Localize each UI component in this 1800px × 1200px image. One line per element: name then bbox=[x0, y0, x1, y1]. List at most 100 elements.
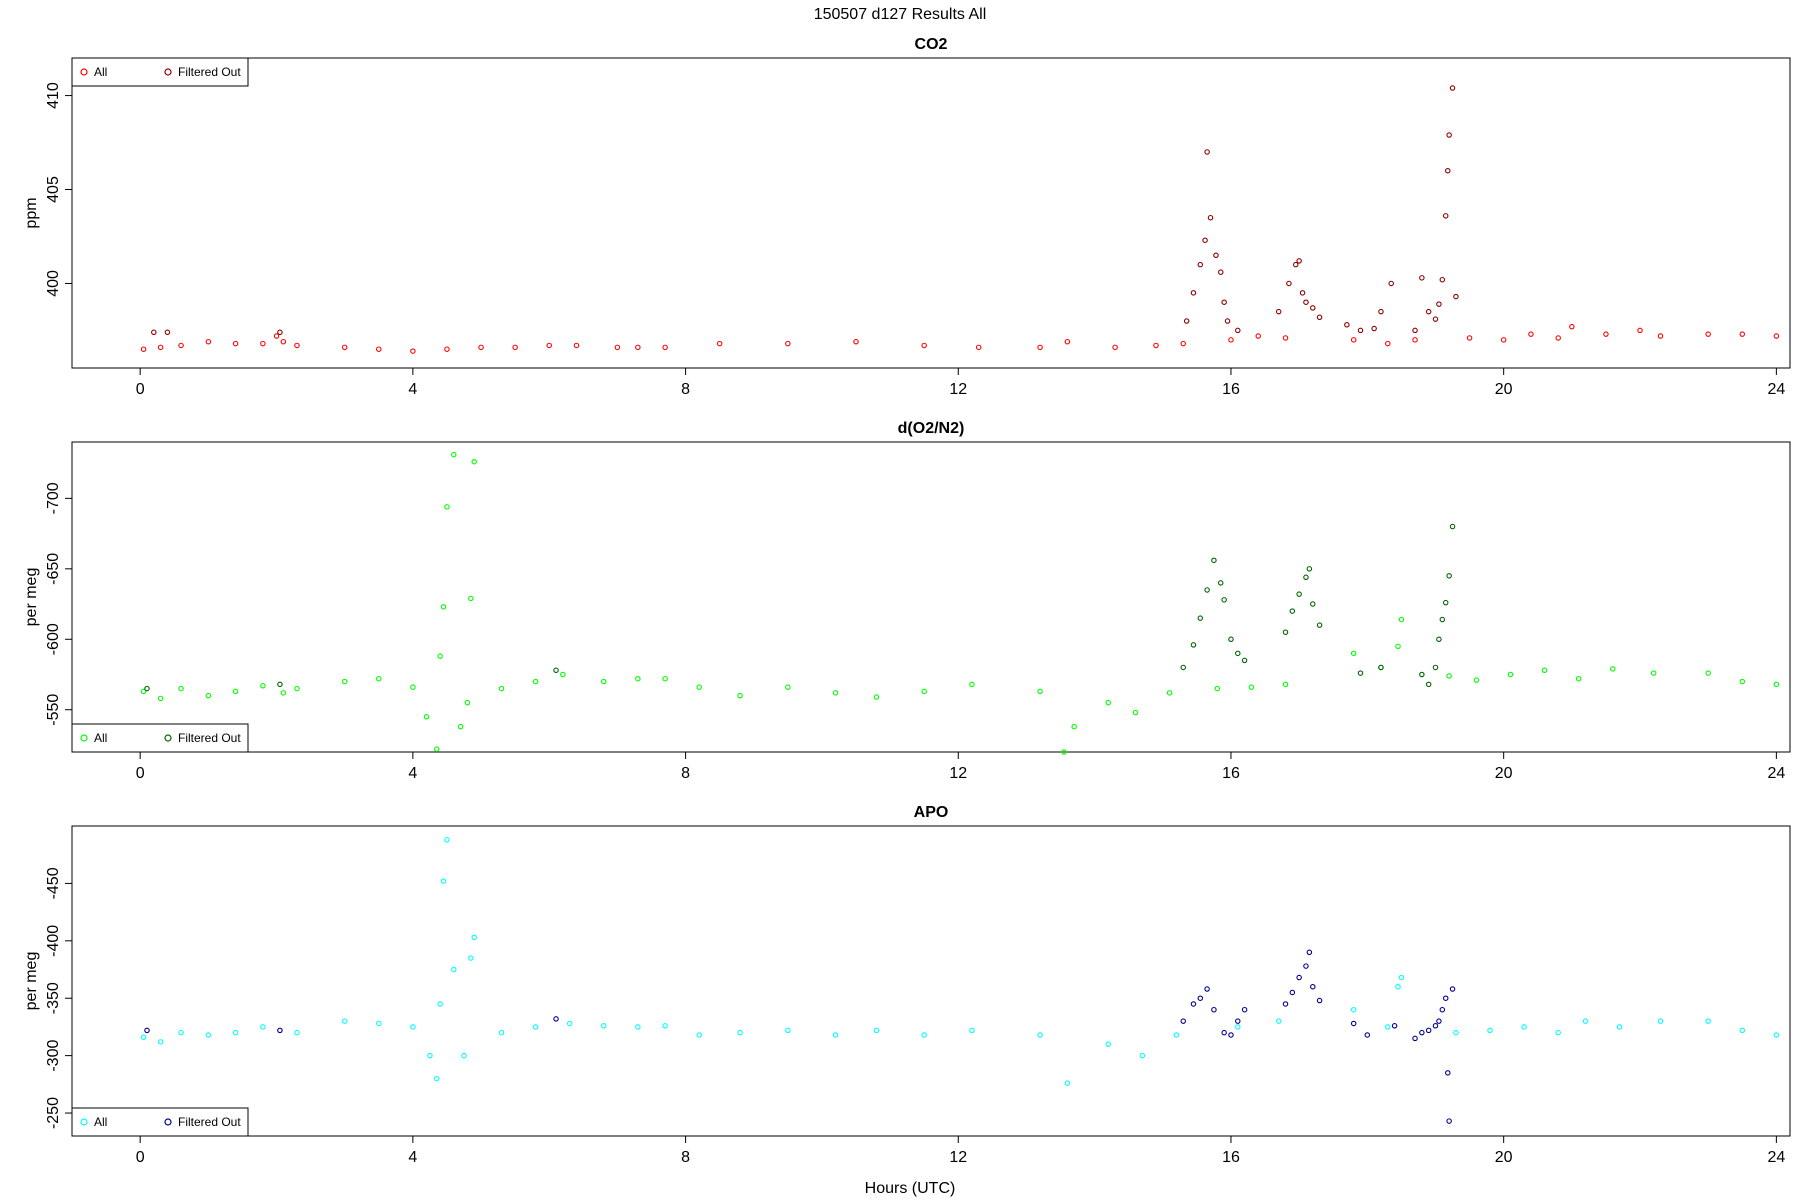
all-point bbox=[737, 1029, 743, 1036]
all-point bbox=[461, 1052, 467, 1059]
filtered-point bbox=[1228, 1032, 1234, 1038]
all-point bbox=[1255, 333, 1261, 339]
panel-1: CO2 ppm 0 4 8 12 16 20 24 400 405 410 All Filtered Ou… bbox=[23, 36, 1791, 398]
y-tick-label: 400 bbox=[45, 270, 62, 297]
all-point bbox=[376, 675, 382, 682]
y-tick-label: 410 bbox=[45, 82, 62, 109]
all-point bbox=[532, 1024, 539, 1030]
all-point bbox=[232, 340, 239, 347]
all-point bbox=[140, 346, 147, 352]
filtered-point bbox=[1197, 615, 1204, 621]
all-point bbox=[341, 344, 348, 351]
x-axis-label: Hours (UTC) bbox=[865, 1180, 956, 1197]
all-point bbox=[440, 878, 447, 884]
all-point bbox=[921, 342, 927, 349]
all-point bbox=[260, 1024, 266, 1030]
x-tick-label: 20 bbox=[1495, 765, 1513, 782]
legend-label-filtered: Filtered Out bbox=[178, 1115, 241, 1129]
y-tick-label: -400 bbox=[45, 925, 62, 957]
all-point bbox=[1569, 323, 1575, 330]
all-point bbox=[532, 678, 539, 685]
filtered-point bbox=[1316, 997, 1323, 1004]
legend-marker-filtered bbox=[164, 68, 172, 76]
filtered-point bbox=[1445, 1070, 1451, 1076]
all-point bbox=[451, 966, 457, 973]
all-point bbox=[1446, 673, 1452, 679]
all-point bbox=[478, 344, 484, 351]
plot-frame bbox=[71, 57, 1791, 369]
filtered-point bbox=[1453, 293, 1459, 300]
all-point bbox=[1282, 681, 1289, 688]
x-tick-label: 8 bbox=[681, 765, 690, 782]
all-point bbox=[464, 699, 471, 706]
filtered-point bbox=[164, 329, 171, 336]
all-point bbox=[1071, 723, 1077, 730]
all-point bbox=[546, 342, 552, 349]
filtered-point bbox=[1221, 1029, 1227, 1036]
all-point bbox=[696, 684, 702, 690]
legend-marker-all bbox=[80, 734, 88, 742]
all-point bbox=[376, 1020, 382, 1027]
all-point bbox=[280, 690, 287, 696]
all-point bbox=[573, 342, 580, 349]
filtered-point bbox=[1446, 132, 1452, 138]
all-point bbox=[341, 678, 348, 685]
x-tick-label: 4 bbox=[408, 765, 417, 782]
all-point bbox=[457, 723, 464, 730]
all-point bbox=[1350, 650, 1357, 657]
all-point bbox=[341, 1018, 348, 1024]
all-point bbox=[1064, 1080, 1071, 1086]
all-point bbox=[294, 685, 300, 692]
filtered-point bbox=[1316, 314, 1323, 321]
filtered-point bbox=[1180, 1018, 1186, 1024]
filtered-point bbox=[1391, 1023, 1398, 1029]
all-point bbox=[1398, 974, 1405, 981]
filtered-point bbox=[1425, 1027, 1432, 1034]
legend-label-all: All bbox=[94, 731, 107, 745]
all-point bbox=[178, 685, 184, 692]
legend: All Filtered Out bbox=[71, 57, 249, 87]
legend: All Filtered Out bbox=[71, 1107, 249, 1137]
all-point bbox=[232, 1029, 239, 1036]
x-tick-label: 4 bbox=[408, 1149, 417, 1166]
all-point bbox=[157, 344, 164, 351]
filtered-point bbox=[1221, 299, 1227, 305]
all-point bbox=[1705, 1018, 1711, 1024]
filtered-point bbox=[1446, 1118, 1452, 1124]
legend-marker-all bbox=[80, 1118, 88, 1126]
y-axis-label: ppm bbox=[23, 197, 40, 228]
all-point bbox=[1487, 1027, 1493, 1034]
filtered-point bbox=[1432, 1023, 1439, 1029]
all-point bbox=[1105, 1041, 1112, 1047]
filtered-point bbox=[553, 1016, 559, 1022]
filtered-point bbox=[1217, 269, 1224, 275]
filtered-point bbox=[1425, 308, 1432, 315]
all-point bbox=[1214, 685, 1221, 692]
all-point bbox=[1395, 983, 1401, 990]
all-point bbox=[1739, 1027, 1746, 1034]
all-point bbox=[1637, 327, 1643, 334]
panel-3: APO per meg 0 4 8 12 16 20 24 -250 -300 -350 -400 -45… bbox=[23, 804, 1791, 1166]
panel-title: APO bbox=[914, 804, 949, 821]
filtered-point bbox=[1439, 276, 1446, 283]
x-tick-label: 20 bbox=[1495, 381, 1513, 398]
filtered-point bbox=[1286, 280, 1292, 287]
filtered-point bbox=[144, 1027, 150, 1034]
all-point bbox=[1773, 1032, 1780, 1038]
filtered-point bbox=[1217, 580, 1224, 586]
all-point bbox=[969, 1027, 975, 1034]
all-point bbox=[1385, 1024, 1391, 1030]
filtered-point bbox=[1197, 261, 1204, 268]
filtered-point bbox=[1446, 573, 1452, 579]
y-tick-label: -700 bbox=[45, 482, 62, 514]
filtered-point bbox=[1190, 1001, 1197, 1007]
y-tick-label: -350 bbox=[45, 982, 62, 1014]
legend-box bbox=[71, 723, 249, 753]
all-point bbox=[635, 675, 641, 682]
y-tick-label: -300 bbox=[45, 1040, 62, 1072]
filtered-point bbox=[1202, 237, 1208, 243]
filtered-point bbox=[1344, 322, 1350, 328]
filtered-point bbox=[1296, 974, 1302, 981]
page-title: 150507 d127 Results All bbox=[814, 6, 987, 23]
all-point bbox=[1603, 331, 1609, 337]
